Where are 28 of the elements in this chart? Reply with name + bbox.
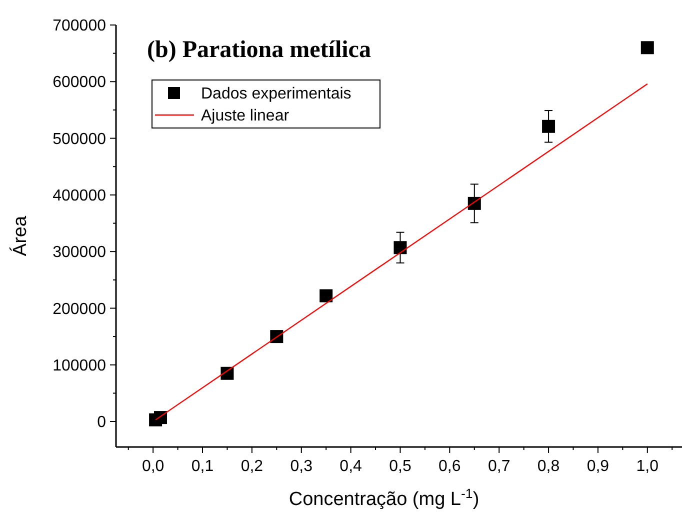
x-tick-label: 0,3 bbox=[290, 458, 313, 475]
y-tick-label: 600000 bbox=[52, 74, 106, 92]
y-tick-label: 300000 bbox=[52, 244, 106, 262]
y-tick-label: 500000 bbox=[52, 130, 106, 148]
x-tick-label: 1,0 bbox=[636, 458, 659, 475]
x-tick-label: 0,2 bbox=[240, 458, 264, 475]
y-tick-label: 200000 bbox=[52, 300, 106, 318]
point bbox=[542, 120, 556, 133]
y-tick-label: 0 bbox=[97, 414, 106, 432]
x-tick-label: 0,7 bbox=[488, 458, 510, 475]
x-tick-label: 0,1 bbox=[191, 458, 214, 475]
legend-label: Dados experimentais bbox=[201, 86, 352, 103]
x-tick-label: 0,5 bbox=[389, 458, 412, 475]
x-tick-label: 0,9 bbox=[586, 458, 610, 475]
y-tick-label: 400000 bbox=[52, 188, 106, 205]
x-tick-label: 0,6 bbox=[438, 458, 461, 475]
point bbox=[394, 241, 407, 254]
legend-label: Ajuste linear bbox=[201, 108, 290, 125]
point bbox=[640, 41, 654, 54]
x-tick-label: 0,4 bbox=[340, 458, 362, 475]
y-tick-label: 700000 bbox=[52, 18, 106, 35]
point bbox=[320, 289, 333, 302]
y-tick-label: 100000 bbox=[52, 357, 106, 374]
x-axis-title: Concentração (mg L$^{-1}$) bbox=[288, 486, 480, 510]
x-tick-label: 0,0 bbox=[142, 458, 164, 475]
x-tick-label: 0,8 bbox=[537, 458, 560, 475]
y-axis-title: Área bbox=[9, 216, 31, 256]
text: (b) Parationa metílica bbox=[147, 37, 371, 63]
